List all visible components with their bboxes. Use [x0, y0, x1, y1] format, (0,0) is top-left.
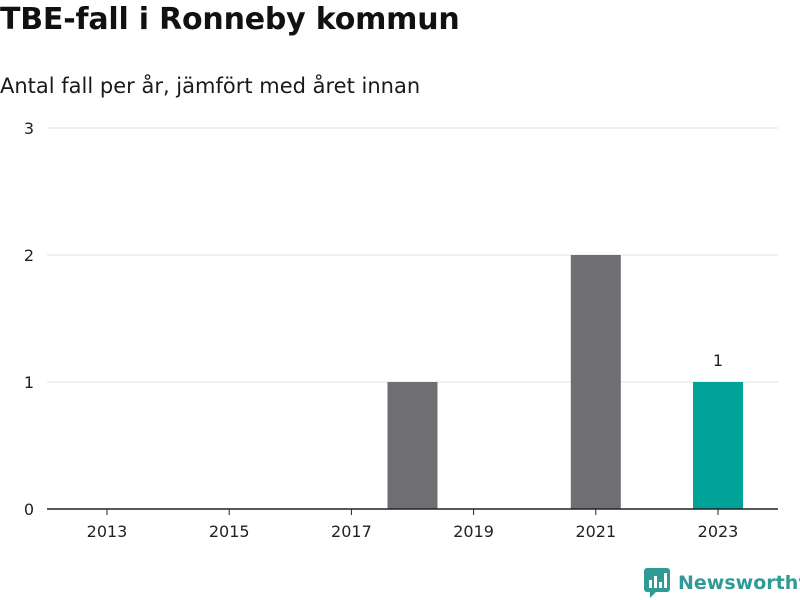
bar-chart-logo-icon — [644, 568, 670, 598]
data-label: 1 — [713, 351, 723, 370]
chart-subtitle: Antal fall per år, jämfört med året inna… — [0, 74, 421, 98]
newsworthy-brand: Newsworthy — [644, 568, 800, 598]
y-tick-label: 1 — [24, 373, 34, 392]
y-tick-label: 3 — [24, 119, 34, 138]
x-tick-label: 2021 — [575, 522, 616, 541]
bar-chart: 0 1 2 3 1 2013 2015 2017 2019 2021 2023 — [24, 119, 778, 541]
y-tick-label: 0 — [24, 500, 34, 519]
x-tick-label: 2013 — [87, 522, 128, 541]
bar-2023 — [693, 382, 743, 509]
brand-name: Newsworthy — [678, 572, 800, 594]
x-tick-label: 2023 — [698, 522, 739, 541]
bar-2021 — [570, 255, 621, 509]
x-tick-label: 2015 — [209, 522, 250, 541]
x-tick-label: 2019 — [453, 522, 494, 541]
y-tick-label: 2 — [24, 246, 34, 265]
bar-2018 — [387, 382, 438, 509]
chart-title: TBE-fall i Ronneby kommun — [0, 2, 460, 37]
x-tick-label: 2017 — [331, 522, 372, 541]
